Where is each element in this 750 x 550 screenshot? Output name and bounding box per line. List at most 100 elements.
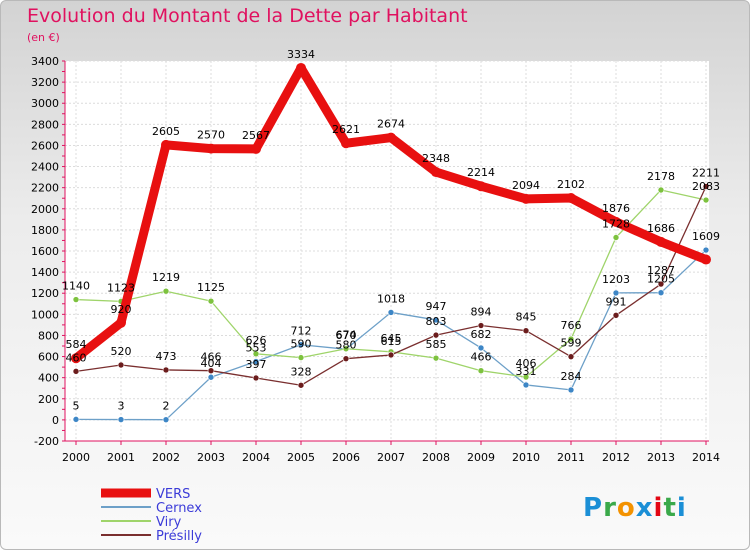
data-label-présilly: 460 [66,351,87,364]
proxiti-logo: Proxiti [583,493,687,523]
legend-label-cernex: Cernex [156,501,202,516]
data-point-cernex [72,416,80,423]
legend-label-présilly: Présilly [156,529,202,544]
data-label-vers: 1876 [602,202,630,215]
y-tick-label: 3000 [31,97,59,110]
data-point-présilly [342,355,350,362]
data-label-viry: 1140 [62,280,90,293]
data-label-viry: 1219 [152,271,180,284]
data-point-vers [521,193,531,204]
data-point-présilly [72,368,80,375]
x-tick-label: 2000 [62,451,90,464]
legend-label-vers: VERS [156,487,190,502]
data-label-viry: 585 [426,338,447,351]
data-point-vers [206,143,216,154]
data-point-cernex [657,289,665,296]
data-label-cernex: 670 [336,329,357,342]
x-tick-label: 2004 [242,451,270,464]
logo-letter: i [676,493,687,523]
logo-letter: P [583,493,604,523]
data-label-viry: 674 [336,329,357,342]
data-label-vers: 2102 [557,178,585,191]
data-label-viry: 1125 [197,281,225,294]
data-label-viry: 2178 [647,170,675,183]
data-label-viry: 766 [561,319,582,332]
data-point-présilly [567,353,575,360]
y-tick-label: 1600 [31,245,59,258]
data-label-cernex: 5 [73,399,80,412]
data-point-viry [162,287,170,295]
x-tick-label: 2008 [422,451,450,464]
data-label-présilly: 1287 [647,264,675,277]
data-label-présilly: 803 [426,315,447,328]
data-point-viry [342,345,350,353]
data-point-présilly [522,327,530,334]
data-point-cernex [162,416,170,423]
data-label-viry: 466 [471,351,492,364]
data-label-vers: 1686 [647,222,675,235]
data-label-présilly: 466 [201,351,222,364]
data-label-cernex: 1205 [647,273,675,286]
y-tick-label: 2400 [31,161,59,174]
data-label-cernex: 404 [201,357,222,370]
legend-label-viry: Viry [156,515,182,530]
data-point-présilly [207,367,215,375]
x-tick-label: 2001 [107,451,135,464]
data-label-présilly: 397 [246,358,267,371]
logo-letter: x [635,493,654,523]
data-point-viry [567,335,575,343]
y-tick-label: 3400 [31,55,59,68]
y-tick-label: 1800 [31,224,59,237]
data-label-viry: 626 [246,334,267,347]
data-label-vers: 920 [111,303,132,316]
data-point-viry [702,196,710,204]
data-point-cernex [432,316,440,324]
x-tick-label: 2009 [467,451,495,464]
data-point-cernex [117,416,125,423]
data-label-viry: 1728 [602,217,630,230]
chart-subtitle: (en €) [27,31,60,44]
x-tick-label: 2007 [377,451,405,464]
data-point-vers [431,167,441,178]
data-label-cernex: 1203 [602,273,630,286]
data-label-vers: 2214 [467,166,495,179]
data-label-présilly: 2211 [692,167,720,180]
data-point-vers [251,143,261,154]
data-point-vers [701,254,711,265]
data-point-cernex [387,309,395,316]
data-label-vers: 2570 [197,129,225,142]
logo-letter: t [663,493,677,523]
data-label-cernex: 682 [471,328,492,341]
data-point-vers [656,236,666,247]
data-point-viry [657,186,665,194]
data-label-vers: 2605 [152,125,180,138]
data-label-cernex: 553 [246,342,267,355]
y-tick-label: 3200 [31,76,59,89]
data-label-présilly: 845 [516,311,537,324]
data-point-présilly [432,331,440,339]
x-tick-label: 2013 [647,451,675,464]
data-label-présilly: 473 [156,350,177,363]
y-tick-label: -200 [34,435,59,448]
data-label-présilly: 580 [336,339,357,352]
data-label-cernex: 1018 [377,292,405,305]
data-point-vers [296,62,306,73]
data-point-cernex [297,341,305,349]
data-label-vers: 2621 [332,123,360,136]
y-tick-label: 0 [52,414,59,427]
x-tick-label: 2010 [512,451,540,464]
data-label-cernex: 2 [163,400,170,413]
data-label-présilly: 615 [381,335,402,348]
data-label-présilly: 991 [606,295,627,308]
data-point-présilly [162,366,170,374]
data-point-vers [161,139,171,150]
data-label-viry: 2083 [692,180,720,193]
data-point-vers [476,181,486,192]
data-label-cernex: 712 [291,325,312,338]
x-tick-label: 2014 [692,451,720,464]
data-label-cernex: 947 [426,300,447,313]
x-tick-label: 2003 [197,451,225,464]
data-label-présilly: 520 [111,345,132,358]
y-tick-label: 1000 [31,308,59,321]
data-label-vers: 3334 [287,48,315,61]
